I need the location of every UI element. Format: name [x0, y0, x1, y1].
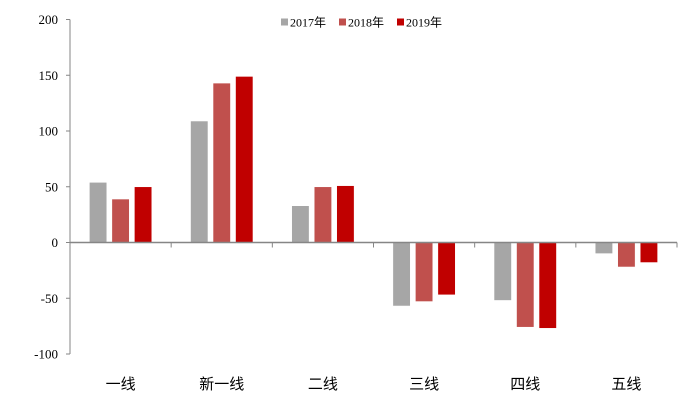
bar-2019年-三线	[437, 242, 456, 296]
x-tick-label: 四线	[510, 375, 540, 393]
bar-2017年-四线	[493, 242, 512, 301]
y-tick-label: 200	[39, 12, 59, 27]
y-tick-label: 0	[52, 235, 59, 250]
bar-2017年-二线	[291, 205, 310, 243]
bar-2018年-二线	[313, 186, 332, 243]
y-tick-label: 100	[39, 124, 59, 139]
bar-2019年-一线	[134, 186, 153, 243]
bars	[89, 76, 658, 329]
y-tick-label: -50	[41, 291, 58, 306]
bar-2017年-五线	[594, 242, 613, 254]
x-tick-label: 一线	[106, 375, 136, 393]
bar-2019年-五线	[639, 242, 658, 263]
x-tick-label: 二线	[308, 375, 338, 393]
bar-2018年-四线	[516, 242, 535, 328]
bar-2018年-五线	[617, 242, 636, 268]
y-tick-label: -100	[34, 347, 58, 362]
y-tick-label: 150	[39, 68, 59, 83]
y-tick-label: 50	[45, 179, 58, 194]
x-tick-label: 五线	[611, 375, 641, 393]
bar-2018年-一线	[111, 198, 130, 243]
bar-2019年-二线	[336, 185, 355, 243]
legend: 2017年 2018年 2019年	[281, 16, 442, 30]
y-axis: -100 -50 0 50 100 150 200	[34, 12, 71, 362]
bar-2017年-新一线	[190, 120, 209, 243]
legend-label: 2019年	[406, 16, 442, 30]
x-tick-label: 三线	[409, 375, 439, 393]
legend-label: 2017年	[290, 16, 326, 30]
x-axis: 一线 新一线 二线 三线 四线 五线	[70, 241, 678, 393]
bar-2019年-新一线	[235, 76, 254, 243]
legend-label: 2018年	[348, 16, 384, 30]
legend-swatch-2018年	[339, 18, 346, 26]
x-tick-label: 新一线	[199, 375, 244, 393]
bar-2018年-新一线	[212, 82, 231, 243]
bar-2019年-四线	[538, 242, 557, 329]
bar-2018年-三线	[415, 242, 434, 302]
bar-2017年-三线	[392, 242, 411, 307]
bar-2017年-一线	[89, 181, 108, 243]
legend-swatch-2017年	[281, 18, 288, 26]
legend-swatch-2019年	[397, 18, 404, 26]
